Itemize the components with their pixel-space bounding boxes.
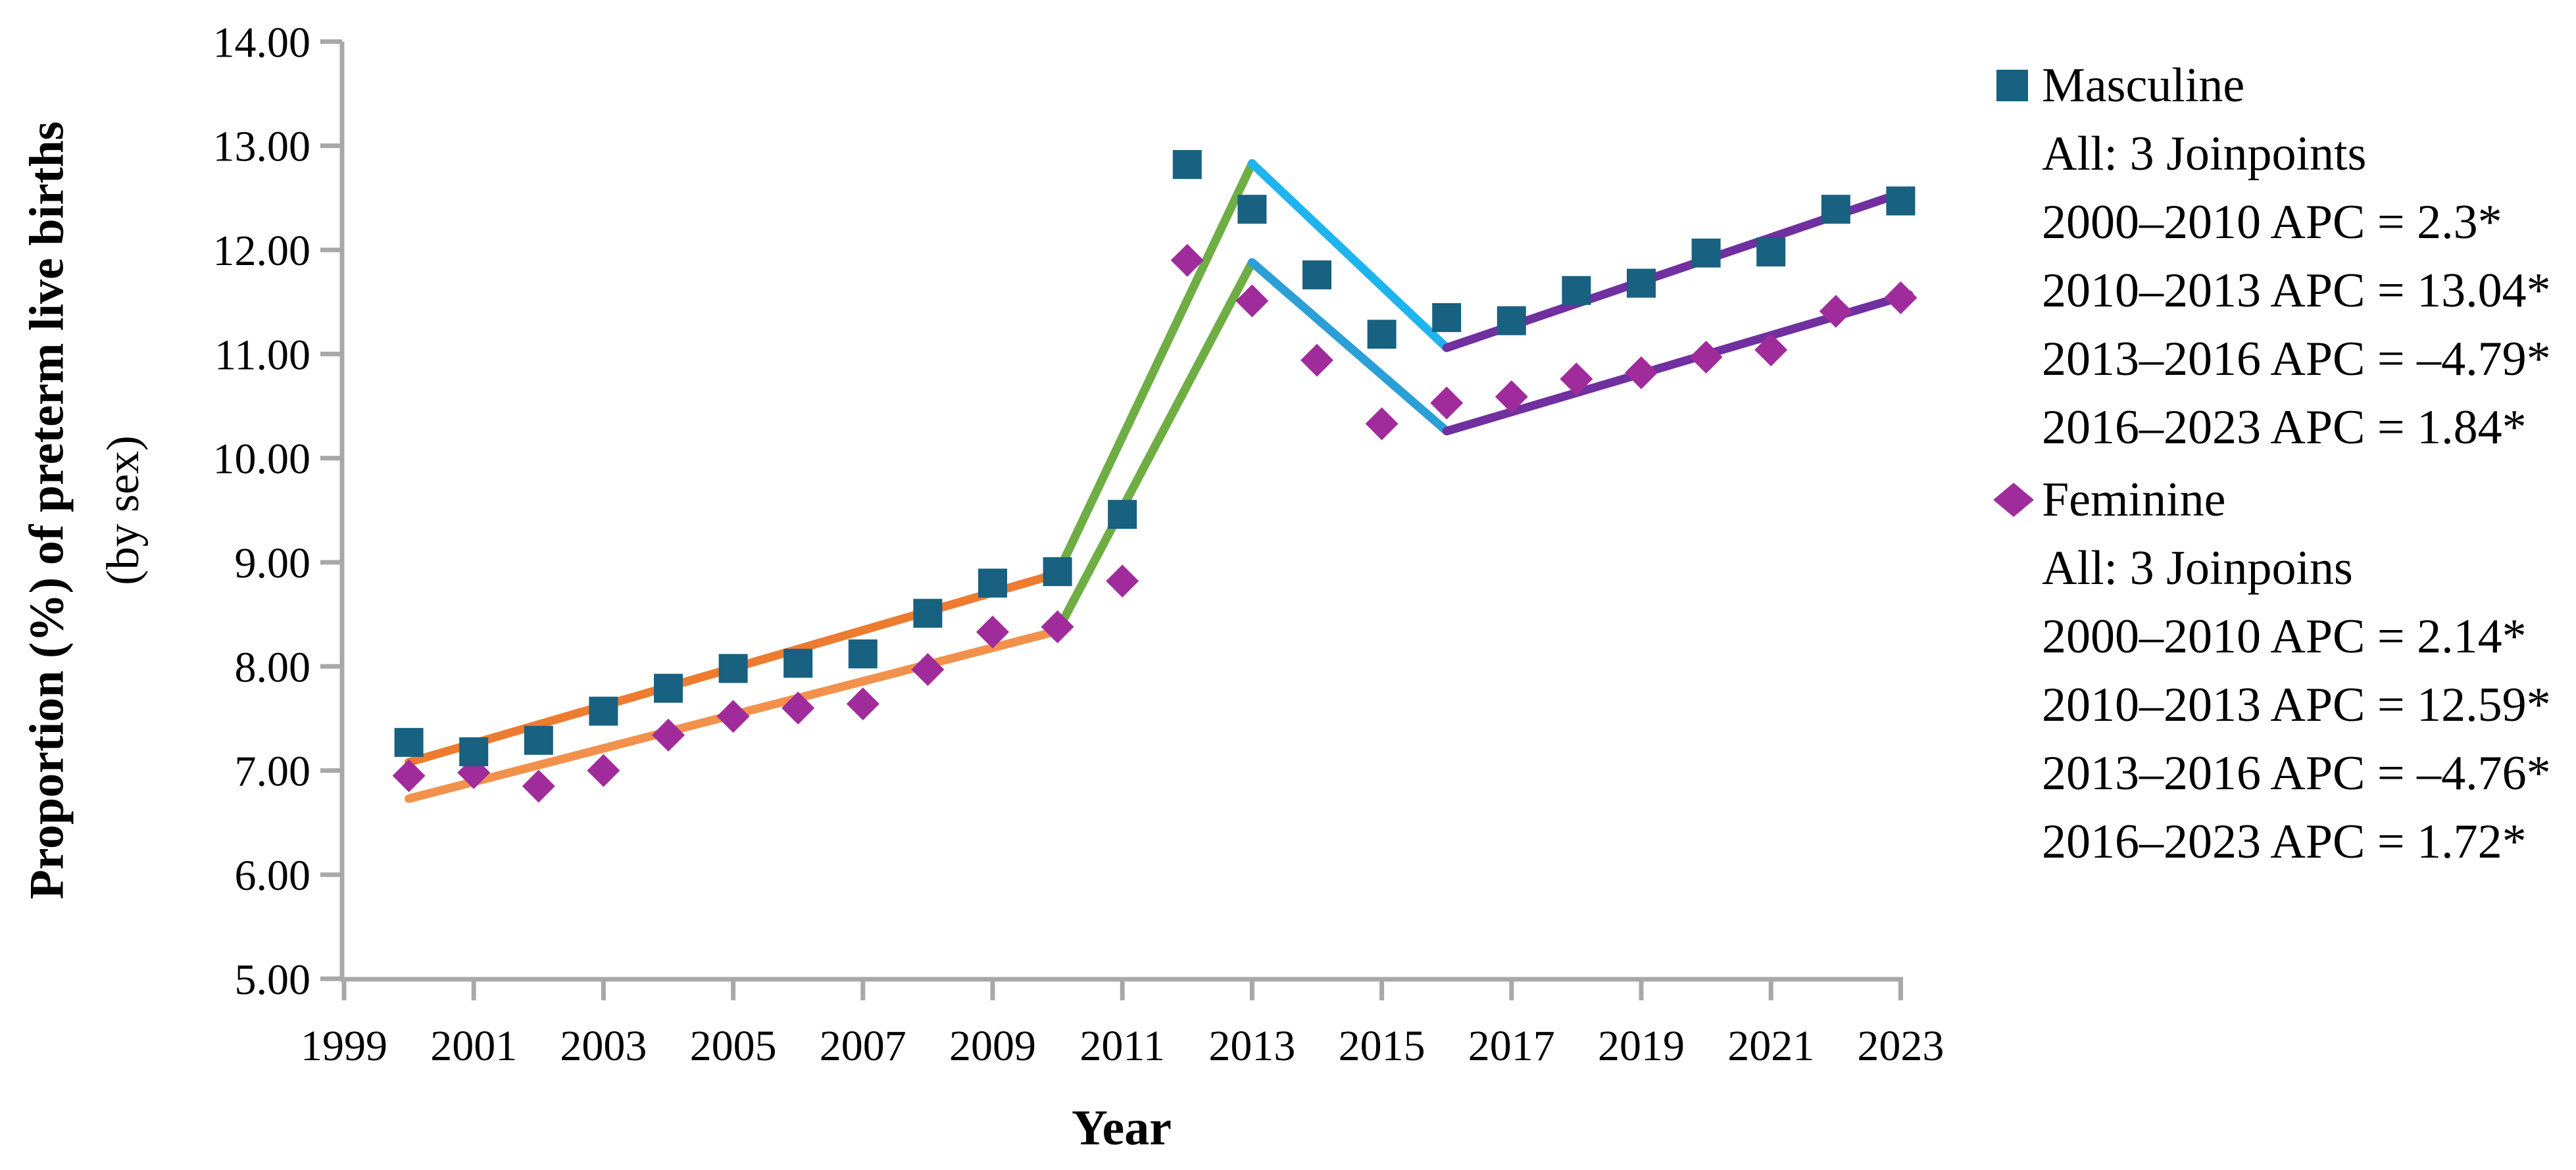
- data-point-masculine-2013: [1237, 195, 1267, 224]
- data-point-masculine-2007: [848, 639, 878, 669]
- x-tick-label: 2023: [1857, 1022, 1944, 1070]
- data-point-masculine-2014: [1302, 260, 1331, 289]
- data-point-feminine-2004: [652, 718, 685, 752]
- trend-segment-feminine-2010-2013: [1053, 258, 1256, 635]
- data-point-masculine-2003: [589, 696, 618, 726]
- data-point-feminine-2006: [781, 691, 815, 725]
- y-axis-title: Proportion (%) of preterm live births: [20, 121, 74, 900]
- legend-masculine-header: Masculine: [1980, 51, 2551, 120]
- data-point-feminine-2008: [911, 653, 945, 687]
- y-tick-label: 8.00: [235, 643, 311, 691]
- data-point-feminine-2017: [1495, 380, 1528, 414]
- data-point-feminine-2018: [1560, 362, 1593, 396]
- data-point-masculine-2023: [1886, 186, 1916, 216]
- data-point-masculine-2011: [1108, 500, 1137, 529]
- data-point-masculine-2000: [394, 727, 424, 757]
- data-point-masculine-2015: [1367, 320, 1397, 349]
- data-point-masculine-2006: [783, 648, 813, 678]
- data-point-masculine-2009: [978, 568, 1007, 598]
- x-tick-label: 2019: [1598, 1022, 1685, 1070]
- x-tick-label: 2017: [1468, 1022, 1555, 1070]
- data-point-feminine-2011: [1106, 564, 1139, 598]
- data-point-feminine-2005: [716, 700, 750, 733]
- data-point-masculine-2005: [718, 654, 748, 683]
- legend-masculine-joinpoints: All: 3 Joinpoints: [2042, 127, 2367, 181]
- data-point-masculine-2020: [1691, 238, 1721, 268]
- x-tick-label: 2013: [1208, 1022, 1295, 1070]
- data-point-feminine-2022: [1819, 295, 1852, 328]
- x-axis-title: Year: [1072, 1100, 1172, 1156]
- data-point-feminine-2012: [1170, 243, 1204, 277]
- y-tick-label: 5.00: [235, 956, 311, 1004]
- data-point-masculine-2008: [913, 598, 943, 628]
- data-point-feminine-2020: [1689, 341, 1723, 374]
- data-point-masculine-2004: [654, 673, 683, 703]
- y-tick-label: 11.00: [214, 331, 310, 379]
- x-tick-label: 2009: [949, 1022, 1036, 1070]
- legend-feminine-header: Feminine: [1980, 466, 2551, 534]
- data-point-feminine-2002: [522, 769, 555, 803]
- data-point-feminine-2000: [392, 759, 426, 792]
- y-tick-label: 6.00: [235, 852, 311, 900]
- data-point-masculine-2016: [1432, 303, 1462, 332]
- data-point-masculine-2021: [1756, 237, 1786, 267]
- x-tick-label: 2021: [1727, 1022, 1814, 1070]
- data-point-masculine-2022: [1821, 195, 1850, 224]
- masculine-square-icon: [1996, 70, 2028, 101]
- data-point-masculine-2018: [1562, 276, 1591, 305]
- legend-masculine-apc-4: 2016–2023 APC = 1.84*: [2042, 401, 2527, 454]
- data-point-feminine-2007: [846, 687, 879, 721]
- legend-feminine-apc-4: 2016–2023 APC = 1.72*: [2042, 815, 2527, 869]
- data-point-feminine-2016: [1430, 386, 1464, 420]
- legend-feminine: Feminine All: 3 Joinpoins 2000–2010 APC …: [1980, 466, 2551, 876]
- data-point-masculine-2002: [524, 725, 553, 755]
- data-point-feminine-2019: [1625, 356, 1658, 389]
- data-point-masculine-2019: [1627, 268, 1656, 298]
- trend-segment-masculine-2013-2016: [1247, 159, 1451, 353]
- data-point-masculine-2001: [459, 737, 489, 767]
- trend-segment-feminine-2013-2016: [1247, 258, 1451, 435]
- x-tick-label: 2003: [560, 1022, 647, 1070]
- data-point-feminine-2010: [1041, 610, 1074, 644]
- x-tick-label: 2001: [430, 1022, 517, 1070]
- data-point-feminine-2013: [1235, 284, 1269, 318]
- legend-masculine-apc-3: 2013–2016 APC = –4.79*: [2042, 332, 2551, 386]
- x-tick-label: 2007: [820, 1022, 906, 1070]
- x-tick-label: 1999: [301, 1022, 387, 1070]
- legend-feminine-apc-2: 2010–2013 APC = 12.59*: [2042, 678, 2551, 732]
- x-tick-label: 2011: [1079, 1022, 1165, 1070]
- data-point-masculine-2017: [1497, 306, 1526, 335]
- y-axis-subtitle: (by sex): [98, 435, 149, 585]
- x-tick-label: 2015: [1339, 1022, 1425, 1070]
- legend-masculine-apc-2: 2010–2013 APC = 13.04*: [2042, 264, 2551, 318]
- y-tick-label: 13.00: [213, 123, 311, 171]
- data-point-feminine-2014: [1300, 343, 1333, 377]
- legend-feminine-apc-3: 2013–2016 APC = –4.76*: [2042, 746, 2551, 800]
- legend-masculine-apc-1: 2000–2010 APC = 2.3*: [2042, 195, 2502, 249]
- data-point-feminine-2009: [976, 616, 1009, 649]
- data-point-masculine-2010: [1043, 557, 1072, 587]
- x-tick-label: 2005: [690, 1022, 777, 1070]
- trend-segment-masculine-2010-2013: [1053, 159, 1256, 578]
- data-point-feminine-2021: [1754, 333, 1788, 366]
- feminine-diamond-icon: [1993, 483, 2034, 517]
- data-point-feminine-2003: [587, 754, 620, 787]
- data-point-feminine-2023: [1884, 281, 1918, 314]
- data-point-masculine-2012: [1172, 150, 1202, 180]
- legend-masculine: Masculine All: 3 Joinpoints 2000–2010 AP…: [1980, 51, 2551, 462]
- data-point-feminine-2015: [1365, 407, 1399, 441]
- y-tick-label: 10.00: [213, 435, 311, 483]
- legend-feminine-joinpoints: All: 3 Joinpoins: [2042, 541, 2353, 595]
- y-tick-label: 7.00: [235, 748, 311, 796]
- legend-feminine-apc-1: 2000–2010 APC = 2.14*: [2042, 610, 2527, 664]
- legend-masculine-label: Masculine: [2042, 59, 2245, 112]
- y-tick-label: 12.00: [213, 227, 311, 275]
- legend-feminine-label: Feminine: [2042, 473, 2226, 527]
- y-tick-label: 14.00: [213, 18, 311, 66]
- y-tick-label: 9.00: [235, 539, 311, 587]
